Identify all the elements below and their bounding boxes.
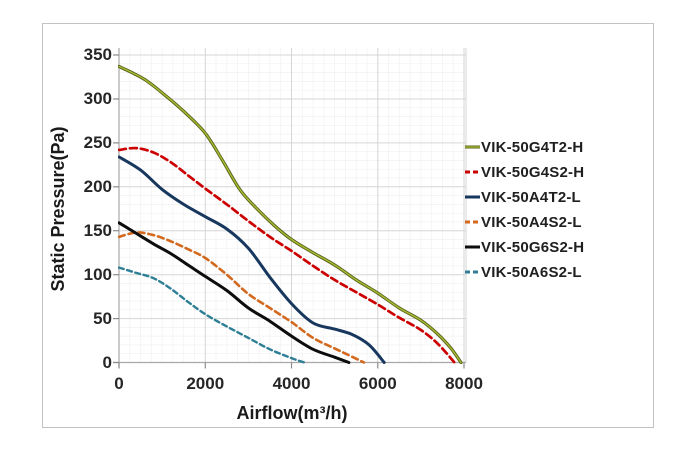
x-tick-label-8000: 8000 (445, 374, 483, 393)
legend-swatch (465, 220, 480, 224)
curves (118, 64, 463, 364)
x-tick-label-4000: 4000 (272, 374, 311, 393)
y-tick-label-250: 250 (83, 132, 112, 152)
legend-swatch (465, 195, 480, 199)
legend-label: VIK-50A6S2-L (481, 263, 582, 281)
curve-VIK-50A4S2-L (118, 231, 366, 364)
legend-label: VIK-50G6S2-H (481, 238, 585, 256)
y-tick-label-300: 300 (83, 88, 112, 108)
tick-marks (113, 54, 465, 369)
legend-item-VIK-50G4T2-H: VIK-50G4T2-H (465, 138, 584, 156)
curve-VIK-50A6S2-L (118, 266, 306, 364)
grid-major (119, 48, 467, 363)
x-tick-label-0: 0 (114, 374, 124, 393)
curve-VIK-50G4S2-H (118, 146, 456, 364)
legend-item-VIK-50A4T2-L: VIK-50A4T2-L (465, 188, 584, 206)
legend-label: VIK-50A4T2-L (481, 188, 581, 206)
y-tick-label-150: 150 (83, 220, 112, 240)
legend-swatch (465, 170, 480, 174)
x-tick-label-6000: 6000 (358, 374, 397, 393)
x-axis-title: Airflow(m³/h) (236, 403, 348, 423)
legend-swatch (465, 145, 480, 149)
y-tick-label-200: 200 (83, 176, 112, 196)
legend-swatch (465, 245, 480, 249)
y-tick-label-50: 50 (93, 308, 112, 328)
curve-VIK-50G4T2-H (118, 64, 463, 364)
y-tick-label-100: 100 (83, 264, 112, 284)
legend-label: VIK-50G4S2-H (481, 163, 585, 181)
legend-swatch (465, 270, 480, 274)
legend: VIK-50G4T2-H VIK-50G4S2-H VIK-50A4T2-L VIK-… (465, 138, 585, 281)
x-tick-label-2000: 2000 (186, 374, 225, 393)
curve-VIK-50G6S2-H (118, 221, 351, 364)
grid-minor (119, 48, 466, 363)
axes (113, 48, 466, 368)
legend-item-VIK-50A4S2-L: VIK-50A4S2-L (465, 213, 584, 231)
curve-VIK-50A4T2-L (118, 155, 386, 364)
legend-item-VIK-50A6S2-L: VIK-50A6S2-L (465, 263, 584, 281)
legend-label: VIK-50A4S2-L (481, 213, 582, 231)
legend-label: VIK-50G4T2-H (481, 138, 584, 156)
y-tick-label-350: 350 (83, 45, 112, 65)
legend-item-VIK-50G6S2-H: VIK-50G6S2-H (465, 238, 585, 256)
y-tick-label-0: 0 (102, 352, 112, 372)
legend-item-VIK-50G4S2-H: VIK-50G4S2-H (465, 163, 585, 181)
